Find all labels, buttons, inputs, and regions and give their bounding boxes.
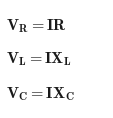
Text: $\mathbf{V_C = IX_C}$: $\mathbf{V_C = IX_C}$ <box>6 86 74 103</box>
Text: $\mathbf{V_L = IX_L}$: $\mathbf{V_L = IX_L}$ <box>6 50 71 68</box>
Text: $\mathbf{V_R = IR}$: $\mathbf{V_R = IR}$ <box>6 17 66 35</box>
